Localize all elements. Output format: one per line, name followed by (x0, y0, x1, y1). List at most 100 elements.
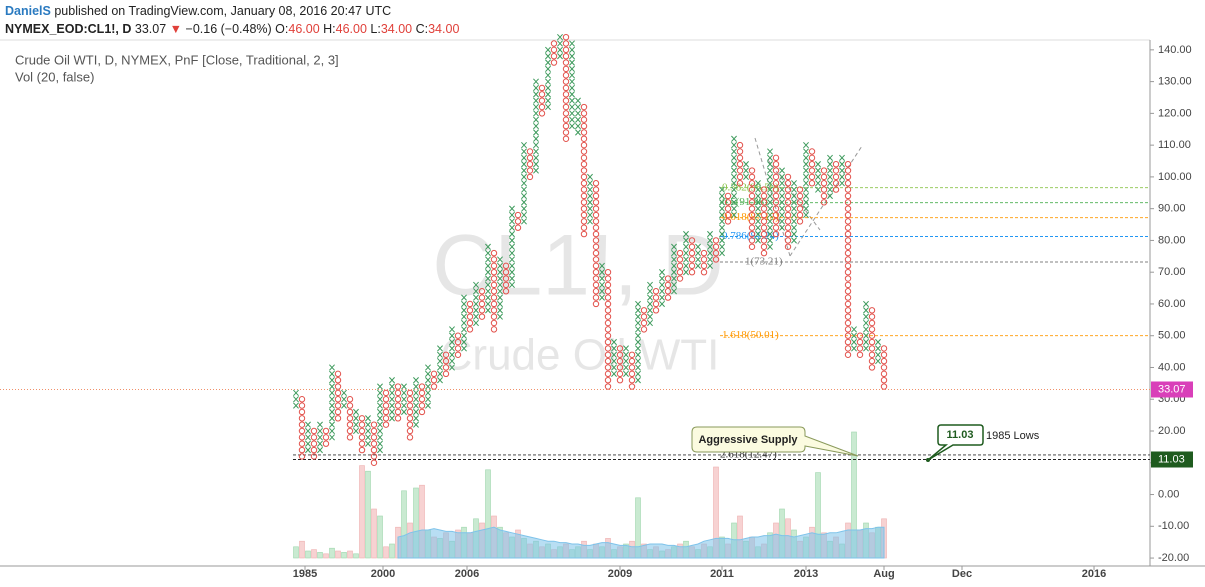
o-box (490, 307, 498, 314)
x-box (509, 230, 515, 238)
o-box (490, 268, 498, 276)
x-box (509, 224, 515, 231)
x-box (305, 421, 311, 428)
pnf-column (406, 389, 414, 441)
o-box (580, 160, 588, 168)
o-box (844, 173, 852, 181)
o-box (652, 307, 660, 314)
pnf-column (437, 345, 443, 384)
o-box (502, 262, 510, 270)
x-box (779, 167, 785, 174)
o-box (700, 268, 708, 276)
pnf-column (647, 281, 653, 327)
x-box (317, 446, 323, 454)
o-box (772, 205, 780, 212)
o-box (406, 408, 414, 416)
x-box (707, 230, 713, 238)
x-box (791, 192, 797, 200)
volume-bar (311, 549, 317, 559)
x-box (719, 205, 725, 212)
o-box (580, 103, 588, 111)
o-box (604, 383, 612, 390)
x-box (533, 91, 539, 98)
o-box (676, 249, 684, 257)
pnf-column (449, 326, 455, 371)
x-box (803, 199, 809, 206)
author[interactable]: DanielS (5, 4, 51, 18)
o-box (442, 370, 450, 378)
x-box (779, 173, 785, 181)
o-box (370, 427, 378, 435)
o-box (832, 160, 840, 168)
x-box (647, 281, 653, 289)
x-box (743, 167, 749, 174)
x-box (755, 199, 761, 206)
o-box (604, 268, 612, 276)
x-box (569, 59, 575, 66)
x-box (863, 300, 869, 308)
o-box (760, 230, 768, 238)
pnf-column (683, 230, 689, 276)
x-box (461, 332, 467, 339)
pnf-column (599, 262, 605, 301)
o-box (844, 262, 852, 270)
o-box (406, 421, 414, 428)
x-box (731, 148, 737, 155)
x-box (377, 402, 383, 409)
x-box (755, 192, 761, 200)
pnf-column (322, 427, 330, 447)
x-box (719, 211, 725, 219)
x-box (635, 338, 641, 346)
watermark: Crude Oil WTI (441, 331, 720, 380)
x-box (569, 84, 575, 92)
o-box (736, 148, 744, 155)
o-box (736, 141, 744, 149)
x-box (293, 402, 299, 409)
o-box (502, 275, 510, 282)
o-box (580, 186, 588, 193)
o-box (538, 103, 546, 111)
o-box (442, 357, 450, 365)
x-box (521, 199, 527, 206)
o-box (868, 364, 876, 371)
o-box (664, 275, 672, 282)
x-box (803, 173, 809, 181)
x-box (533, 103, 539, 111)
x-box (635, 307, 641, 314)
x-box (437, 364, 443, 371)
o-box (592, 300, 600, 308)
x-box (731, 161, 737, 168)
o-box (562, 84, 570, 92)
o-box (880, 345, 888, 352)
x-box (329, 377, 335, 384)
o-box (604, 319, 612, 327)
x-box (731, 199, 737, 206)
x-box (839, 154, 845, 161)
x-box (509, 205, 515, 212)
y-tick-label: 140.00 (1158, 44, 1192, 56)
x-box (815, 167, 821, 174)
callout-text: Aggressive Supply (698, 434, 798, 446)
o-box (808, 154, 816, 162)
x-box (851, 338, 857, 346)
x-box (533, 148, 539, 155)
x-box (671, 281, 677, 289)
x-box (485, 275, 491, 282)
o-box (844, 319, 852, 327)
x-box (791, 230, 797, 238)
o-box (394, 396, 402, 403)
o-box (844, 224, 852, 231)
o-box (592, 268, 600, 276)
pnf-column (341, 389, 347, 409)
x-box (473, 288, 479, 295)
x-box (485, 269, 491, 276)
volume-bar (323, 553, 329, 559)
o-box (604, 288, 612, 295)
o-box (856, 332, 864, 339)
x-box (779, 180, 785, 187)
pnf-column (604, 268, 612, 390)
o-box (394, 415, 402, 422)
x-box (803, 154, 809, 161)
pnf-column (418, 383, 426, 416)
x-box (533, 161, 539, 168)
